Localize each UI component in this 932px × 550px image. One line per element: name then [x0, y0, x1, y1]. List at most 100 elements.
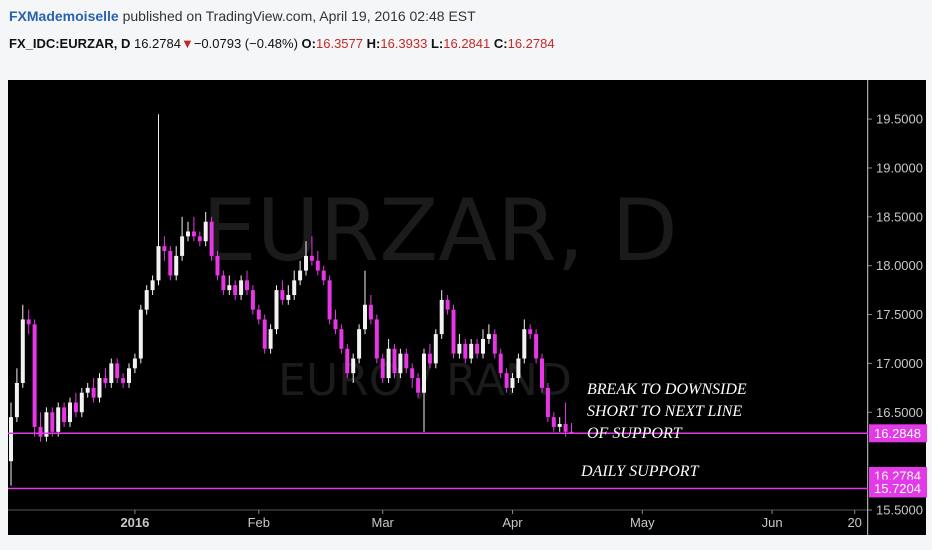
candle[interactable]: [528, 324, 533, 339]
candle[interactable]: [386, 338, 391, 383]
candle[interactable]: [91, 378, 96, 403]
candle[interactable]: [327, 275, 332, 325]
candle[interactable]: [522, 319, 527, 364]
candle[interactable]: [368, 295, 373, 325]
candle[interactable]: [132, 353, 137, 374]
candle[interactable]: [256, 304, 261, 325]
candle[interactable]: [551, 412, 556, 432]
candle[interactable]: [475, 338, 480, 359]
candle[interactable]: [315, 251, 320, 276]
candle[interactable]: [97, 373, 102, 403]
candle[interactable]: [203, 211, 208, 247]
candle[interactable]: [309, 236, 314, 266]
candle[interactable]: [481, 329, 485, 359]
candle[interactable]: [62, 402, 67, 427]
candle[interactable]: [262, 314, 267, 354]
candle[interactable]: [504, 368, 509, 393]
candle[interactable]: [416, 373, 421, 398]
candle[interactable]: [492, 329, 497, 359]
candle[interactable]: [486, 324, 491, 344]
candle[interactable]: [162, 236, 167, 261]
candle[interactable]: [233, 280, 238, 300]
candle[interactable]: [451, 304, 456, 359]
candle[interactable]: [209, 216, 214, 261]
candle[interactable]: [274, 285, 279, 335]
candle[interactable]: [321, 265, 326, 286]
candle[interactable]: [103, 368, 108, 388]
candle[interactable]: [357, 324, 362, 364]
candle[interactable]: [79, 387, 84, 418]
candle[interactable]: [9, 402, 13, 486]
candle[interactable]: [540, 353, 544, 393]
candle[interactable]: [516, 353, 521, 383]
candle[interactable]: [286, 285, 291, 305]
candle[interactable]: [109, 358, 114, 388]
candle[interactable]: [73, 392, 78, 418]
candle[interactable]: [144, 285, 149, 315]
candle[interactable]: [239, 275, 244, 300]
price-axis[interactable]: [868, 80, 926, 535]
candle[interactable]: [174, 246, 179, 281]
candle[interactable]: [351, 353, 356, 383]
candle[interactable]: [292, 270, 297, 300]
candle[interactable]: [339, 324, 344, 354]
candle[interactable]: [457, 334, 462, 359]
candle[interactable]: [534, 329, 539, 364]
candle[interactable]: [197, 231, 202, 247]
candle[interactable]: [168, 246, 173, 281]
candle[interactable]: [427, 343, 432, 369]
candle[interactable]: [422, 348, 426, 432]
candle[interactable]: [345, 343, 350, 379]
candle[interactable]: [304, 241, 308, 276]
candle[interactable]: [121, 373, 126, 388]
author-link[interactable]: FXMademoiselle: [9, 8, 119, 24]
candle[interactable]: [398, 348, 403, 379]
candle[interactable]: [445, 295, 450, 315]
candle[interactable]: [221, 270, 226, 295]
candle[interactable]: [44, 407, 49, 442]
candle[interactable]: [298, 260, 303, 286]
candle[interactable]: [186, 221, 190, 242]
candle[interactable]: [156, 114, 161, 286]
candle[interactable]: [68, 397, 72, 427]
candle[interactable]: [545, 382, 550, 423]
candle[interactable]: [38, 412, 43, 442]
candle[interactable]: [245, 270, 249, 295]
candle[interactable]: [138, 304, 143, 364]
plot-area[interactable]: [8, 80, 867, 535]
candle[interactable]: [363, 270, 367, 335]
candle[interactable]: [26, 309, 31, 335]
candle[interactable]: [150, 275, 155, 295]
candle[interactable]: [50, 407, 55, 437]
candle[interactable]: [463, 338, 468, 364]
candle[interactable]: [410, 363, 415, 388]
candle[interactable]: [127, 363, 131, 388]
candle[interactable]: [380, 353, 385, 383]
candle[interactable]: [439, 290, 444, 339]
candle[interactable]: [32, 319, 37, 437]
candle[interactable]: [392, 343, 397, 379]
candle[interactable]: [268, 324, 273, 354]
candle[interactable]: [510, 373, 515, 393]
candle[interactable]: [191, 216, 196, 242]
candle[interactable]: [227, 275, 232, 295]
candle[interactable]: [280, 280, 285, 305]
candle[interactable]: [469, 338, 474, 364]
candle[interactable]: [404, 348, 409, 374]
candle[interactable]: [498, 348, 503, 379]
candle[interactable]: [374, 314, 379, 364]
candle[interactable]: [180, 216, 185, 261]
candle[interactable]: [563, 402, 568, 437]
candle[interactable]: [115, 358, 120, 383]
candle[interactable]: [56, 402, 61, 437]
candle[interactable]: [557, 417, 562, 432]
symbol-label[interactable]: FX_IDC:EURZAR, D: [9, 36, 131, 51]
candle[interactable]: [433, 329, 438, 369]
candle[interactable]: [20, 304, 25, 388]
candle[interactable]: [250, 285, 255, 315]
candle[interactable]: [215, 251, 220, 281]
candle[interactable]: [14, 368, 19, 423]
candle[interactable]: [85, 382, 90, 398]
candle[interactable]: [333, 309, 338, 335]
